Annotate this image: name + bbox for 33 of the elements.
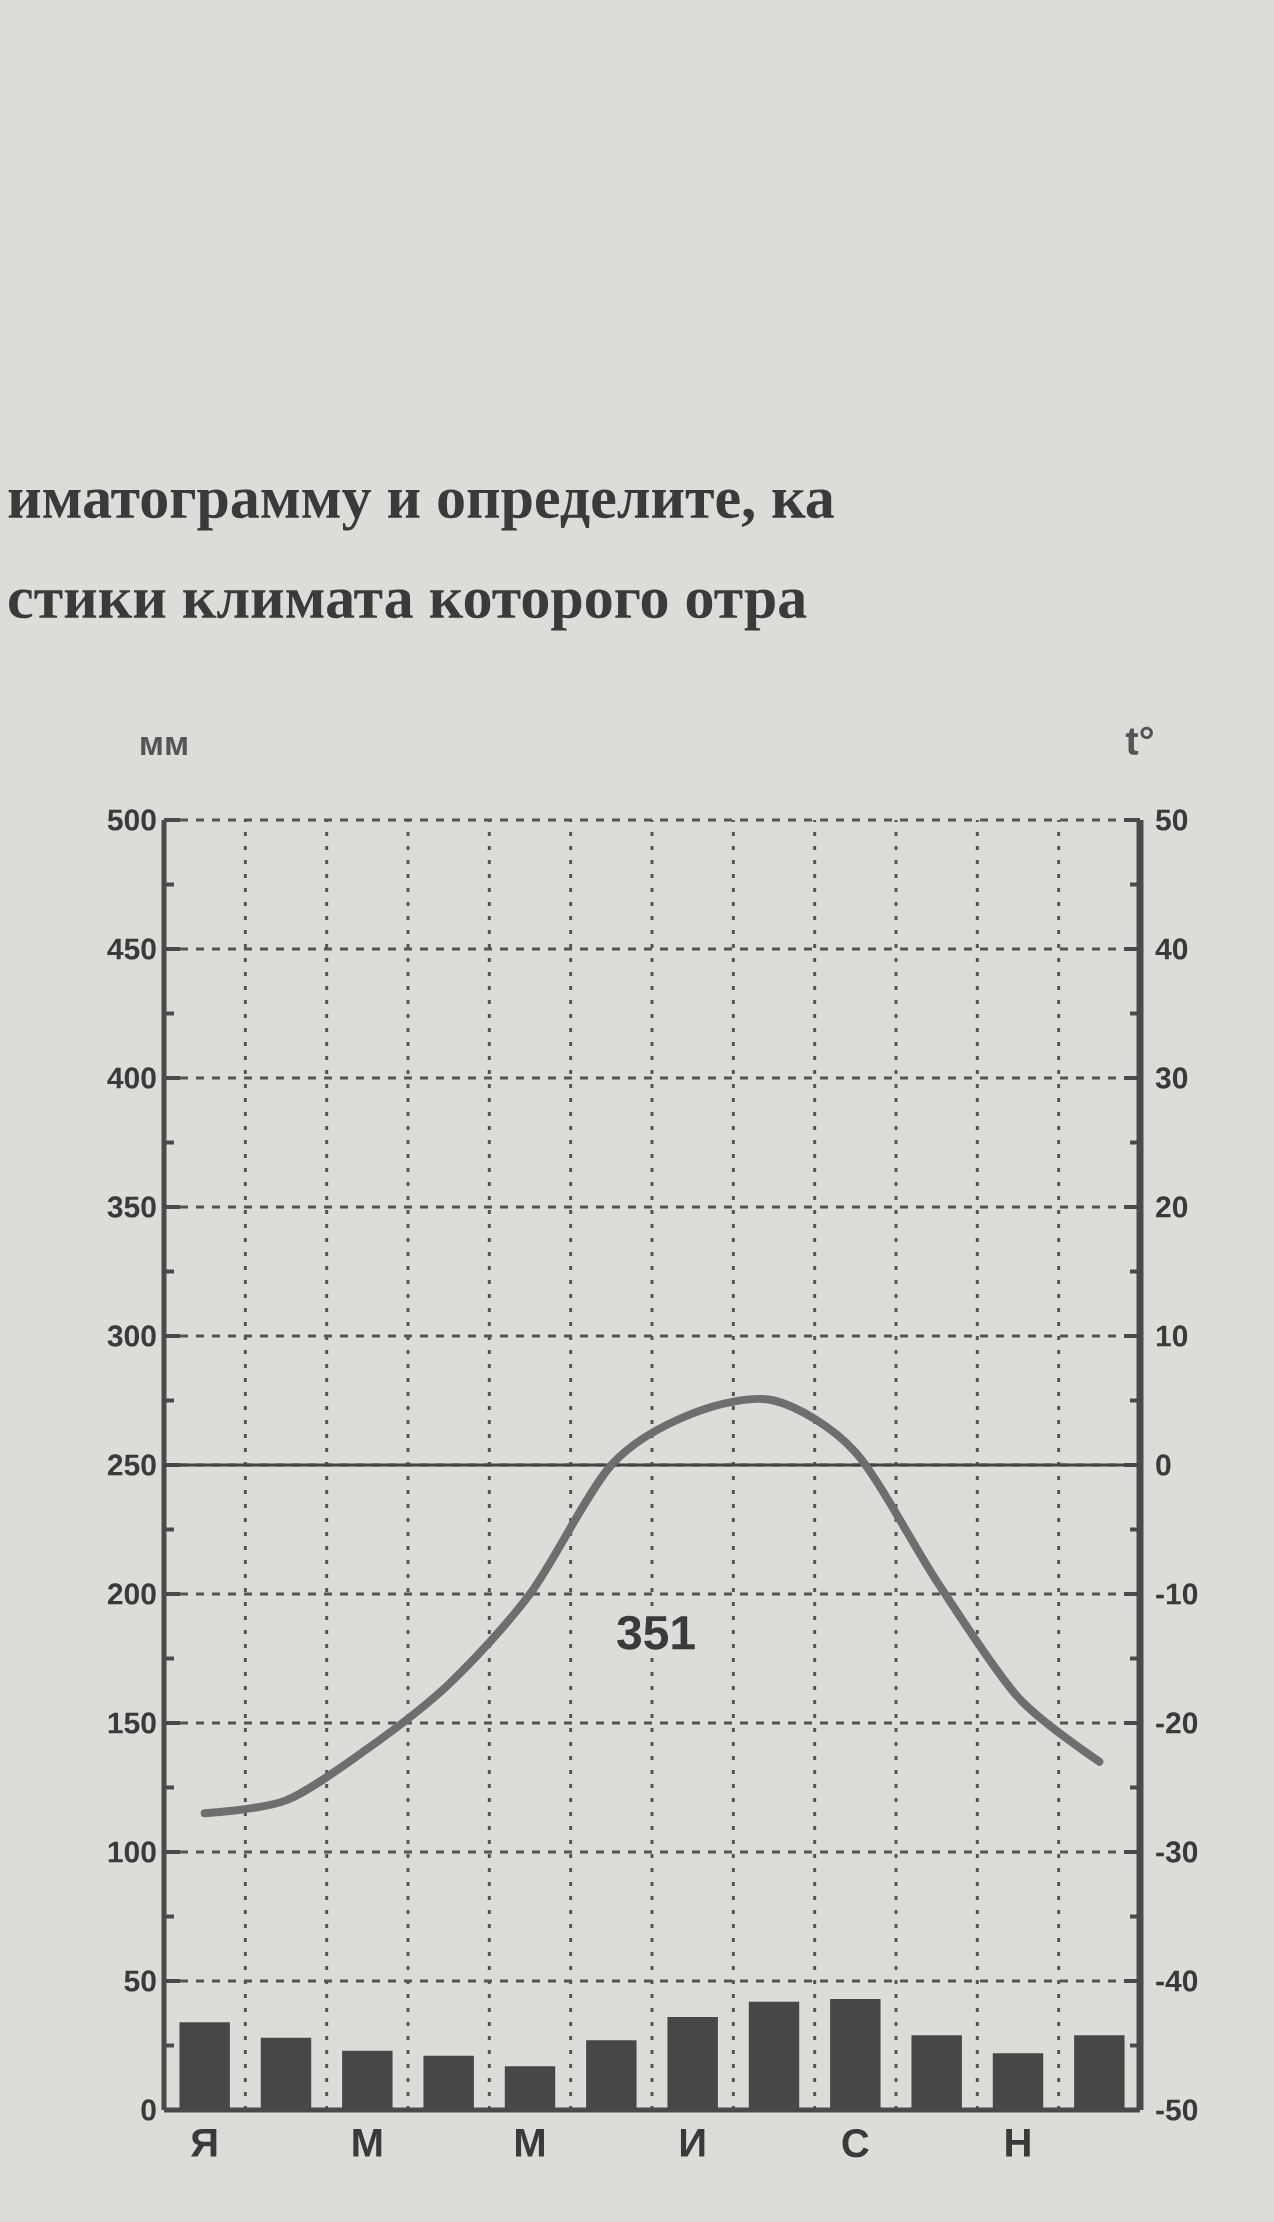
x-tick-label: М <box>516 2129 544 2157</box>
y-tick-label: 150 <box>108 1712 156 1734</box>
y2-tick-label: 0 <box>1156 1454 1171 1476</box>
x-tick-label: Н <box>1006 2129 1030 2157</box>
y-tick-label: 450 <box>107 938 156 960</box>
y2-axis-title: t° <box>1125 726 1153 755</box>
y-tick-label: 350 <box>107 1196 156 1218</box>
text: стики климата которого отра <box>9 589 807 631</box>
y-tick-label: 50 <box>124 1970 156 1992</box>
y2-tick-label: 40 <box>1155 938 1188 960</box>
y-tick-label: 250 <box>107 1454 156 1476</box>
y2-tick-label: -40 <box>1156 1970 1198 1992</box>
y-tick-label: 500 <box>107 809 156 831</box>
text: иматограмму и определите, ка <box>8 489 834 531</box>
y2-tick-label: 30 <box>1155 1067 1188 1089</box>
y2-tick-label: -50 <box>1156 2099 1198 2121</box>
y-tick-label: 400 <box>107 1067 156 1089</box>
y2-tick-label: -20 <box>1156 1712 1198 1734</box>
x-tick-label: Я <box>190 2129 217 2157</box>
y-tick-label: 100 <box>108 1841 156 1863</box>
x-tick-label: С <box>842 2129 869 2158</box>
y2-tick-label: -10 <box>1156 1583 1198 1605</box>
y-tick-label: 200 <box>107 1583 156 1605</box>
y2-tick-label: -30 <box>1156 1841 1198 1863</box>
y-axis-title: мм <box>141 736 187 755</box>
y2-tick-label: 50 <box>1155 809 1188 831</box>
y-tick-label: 300 <box>107 1325 156 1347</box>
annotation: 351 <box>617 1615 695 1650</box>
y-tick-label: 0 <box>141 2099 156 2121</box>
y2-tick-label: 10 <box>1156 1325 1188 1347</box>
x-tick-label: И <box>680 2129 705 2157</box>
y2-tick-label: 20 <box>1156 1196 1188 1218</box>
x-tick-label: М <box>353 2129 382 2157</box>
